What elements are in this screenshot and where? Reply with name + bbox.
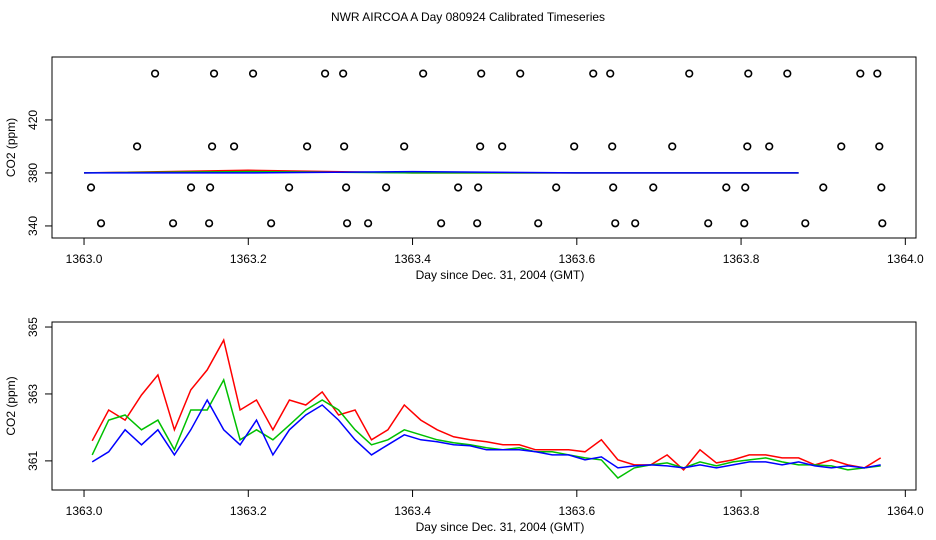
flag-point <box>400 142 409 151</box>
flag-point <box>744 69 753 78</box>
x-axis-label: Day since Dec. 31, 2004 (GMT) <box>416 520 585 534</box>
flag-point <box>186 183 196 192</box>
y-tick-label: 420 <box>26 110 40 130</box>
y-tick-label: 365 <box>26 317 40 337</box>
flag-point <box>649 183 658 192</box>
chart-title: NWR AIRCOA A Day 080924 Calibrated Times… <box>331 10 605 24</box>
flag-point <box>611 219 620 228</box>
flag-point <box>342 219 352 228</box>
x-tick-label: 1363.6 <box>558 252 595 266</box>
flag-point <box>419 69 428 78</box>
flag-point <box>132 142 142 151</box>
flag-point <box>477 69 486 78</box>
x-tick-label: 1363.2 <box>230 504 267 518</box>
y-tick-label: 380 <box>26 163 40 183</box>
flag-point <box>476 142 485 151</box>
flag-point <box>873 69 882 78</box>
y-tick-label: 340 <box>26 216 40 236</box>
data-line <box>91 377 881 479</box>
flag-point <box>498 142 507 151</box>
flag-point <box>837 142 846 151</box>
x-tick-label: 1363.8 <box>723 252 760 266</box>
y-axis-label: CO2 (ppm) <box>4 118 18 177</box>
flag-point <box>740 219 749 228</box>
flag-point <box>342 183 351 192</box>
flag-point <box>875 142 884 151</box>
flag-point <box>229 142 239 151</box>
flag-point <box>364 219 373 228</box>
flag-point <box>473 219 482 228</box>
x-tick-label: 1363.4 <box>394 252 431 266</box>
flag-point <box>96 219 106 228</box>
flag-point <box>765 142 774 151</box>
flag-point <box>209 69 219 78</box>
y-tick-label: 361 <box>26 451 40 471</box>
y-axis-label: CO2 (ppm) <box>4 376 18 435</box>
flag-point <box>340 142 349 151</box>
flag-point <box>454 183 463 192</box>
flag-point <box>606 69 615 78</box>
flag-point <box>741 183 750 192</box>
flag-point <box>205 183 215 192</box>
x-tick-label: 1364.0 <box>887 504 924 518</box>
x-tick-label: 1364.0 <box>887 252 924 266</box>
flag-point <box>267 219 276 228</box>
data-line <box>91 338 882 471</box>
x-tick-label: 1363.0 <box>66 504 103 518</box>
flag-point <box>856 69 865 78</box>
flag-point <box>207 142 217 151</box>
flag-point <box>168 219 178 228</box>
plot-frame <box>51 321 917 491</box>
flag-point <box>668 142 677 151</box>
data-line <box>91 398 881 469</box>
flag-point <box>248 69 258 78</box>
y-tick-label: 363 <box>26 384 40 404</box>
x-tick-label: 1363.2 <box>230 252 267 266</box>
flag-point <box>437 219 446 228</box>
flag-point <box>285 183 294 192</box>
flag-point <box>819 183 828 192</box>
flag-point <box>609 183 618 192</box>
flag-point <box>722 183 731 192</box>
flag-point <box>878 219 887 228</box>
flag-point <box>783 69 792 78</box>
flag-point <box>150 69 160 78</box>
flag-point <box>801 219 810 228</box>
flag-point <box>685 69 694 78</box>
x-tick-label: 1363.0 <box>66 252 103 266</box>
flag-point <box>631 219 640 228</box>
flag-point <box>86 183 96 192</box>
flag-point <box>382 183 391 192</box>
x-tick-label: 1363.8 <box>723 504 760 518</box>
flag-point <box>516 69 525 78</box>
data-line <box>84 170 799 174</box>
flag-point <box>320 69 330 78</box>
flag-point <box>302 142 312 151</box>
flag-point <box>570 142 579 151</box>
flag-point <box>704 219 713 228</box>
flag-point <box>339 69 348 78</box>
plot-frame <box>51 56 917 239</box>
flag-point <box>589 69 598 78</box>
x-axis-label: Day since Dec. 31, 2004 (GMT) <box>416 268 585 282</box>
x-tick-label: 1363.6 <box>558 504 595 518</box>
flag-point <box>743 142 752 151</box>
flag-point <box>205 219 214 228</box>
flag-point <box>877 183 886 192</box>
x-tick-label: 1363.4 <box>394 504 431 518</box>
flag-point <box>552 183 561 192</box>
flag-point <box>474 183 483 192</box>
flag-point <box>608 142 617 151</box>
flag-point <box>534 219 543 228</box>
